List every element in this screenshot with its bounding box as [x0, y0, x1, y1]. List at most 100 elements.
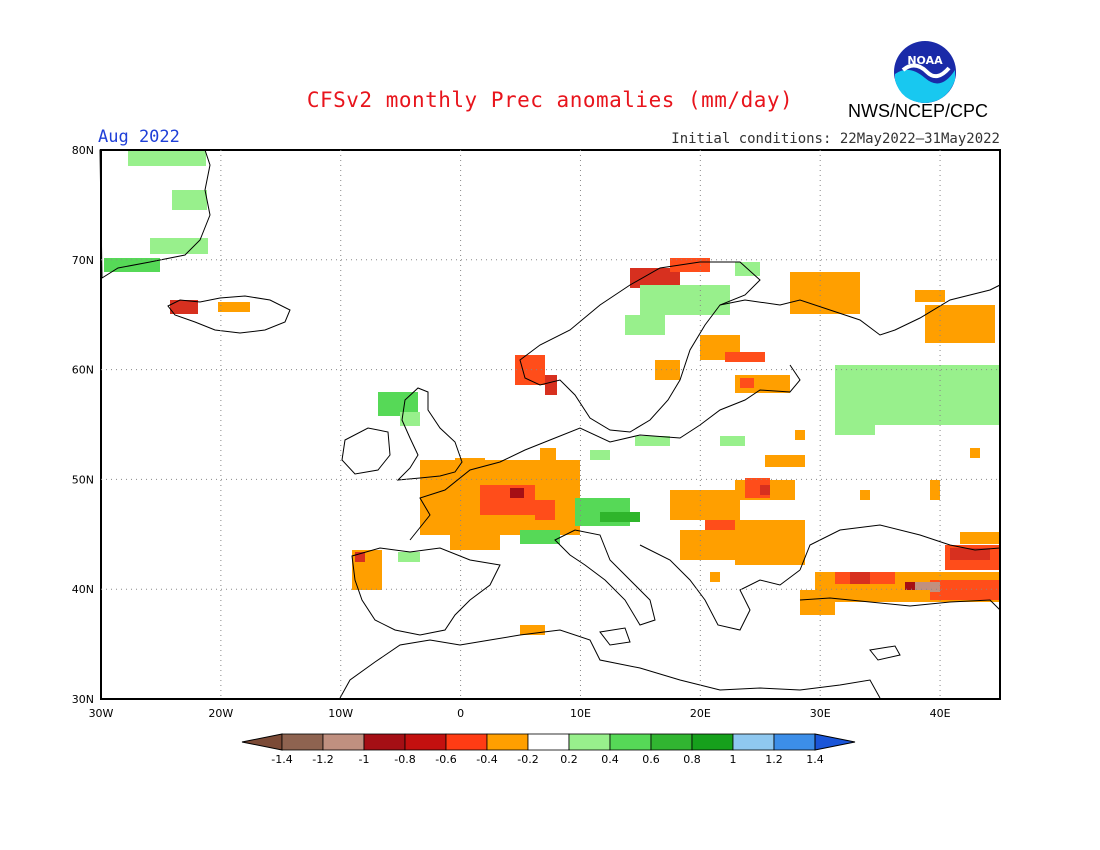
legend-color-box [486, 733, 529, 751]
legend-color-box [609, 733, 652, 751]
land-outlines [99, 149, 1001, 699]
anomaly-cell [150, 238, 208, 254]
anomaly-cell [600, 512, 640, 522]
anomaly-cell [860, 490, 870, 500]
cyprus-coast [869, 645, 901, 661]
italy-coast [554, 529, 656, 626]
anomaly-cell [172, 190, 207, 210]
anomaly-cell [680, 530, 740, 560]
lon-tick-label: 40E [930, 707, 951, 720]
lat-tick-label: 80N [72, 144, 94, 157]
turkey-coast [799, 597, 1001, 611]
anomaly-cell [355, 552, 365, 562]
anomaly-cell [930, 480, 940, 500]
anomaly-cell [720, 436, 745, 446]
anomaly-cell [850, 572, 870, 584]
legend-color-box [363, 733, 406, 751]
anomaly-cell [915, 290, 945, 302]
anomaly-cell [510, 488, 524, 498]
scandinavia-coast [519, 261, 761, 433]
anomaly-cell [520, 625, 545, 635]
greenland-coast [99, 149, 211, 279]
anomaly-cell [545, 375, 557, 395]
anomaly-cell [760, 485, 770, 495]
anomaly-cell [218, 302, 250, 312]
anomaly-cell [520, 530, 560, 544]
lon-tick-label: 20W [208, 707, 233, 720]
legend-color-boxes [241, 733, 856, 751]
balkans-coast [639, 544, 801, 631]
anomaly-cell [625, 315, 665, 335]
finland-coast [719, 284, 1001, 336]
anomaly-cell [915, 582, 940, 592]
legend-color-box [404, 733, 447, 751]
anomaly-cell [740, 378, 754, 388]
legend-tick-label: 1 [730, 753, 737, 766]
legend-tick-label: 0.8 [683, 753, 701, 766]
anomaly-cell [480, 485, 535, 515]
anomaly-cell [790, 272, 860, 314]
anomaly-cell [170, 300, 198, 314]
latitude-labels: 30N 40N 50N 60N 70N 80N [72, 144, 94, 706]
legend-tick-label: 0.6 [642, 753, 660, 766]
anomaly-cell [450, 535, 500, 550]
legend-color-box [650, 733, 693, 751]
legend-color-box [527, 733, 570, 751]
anomaly-cell [725, 352, 765, 362]
legend-arrow-left [241, 733, 283, 751]
lon-tick-label: 30W [89, 707, 114, 720]
lat-tick-label: 70N [72, 254, 94, 267]
lon-tick-label: 0 [457, 707, 464, 720]
legend-color-box [773, 733, 816, 751]
legend-tick-label: 1.4 [806, 753, 824, 766]
legend-color-box [691, 733, 734, 751]
legend-tick-label: -1.2 [312, 753, 333, 766]
legend-tick-label: -0.4 [476, 753, 497, 766]
map-title: CFSv2 monthly Prec anomalies (mm/day) [306, 88, 794, 112]
legend-tick-label: -0.6 [435, 753, 456, 766]
ireland-coast [341, 427, 391, 475]
lon-tick-label: 30E [810, 707, 831, 720]
continent-coast [409, 364, 801, 541]
legend-tick-label: -1.4 [271, 753, 292, 766]
anomaly-cell [128, 150, 206, 166]
anomaly-cell [970, 448, 980, 458]
anomaly-cell [670, 490, 740, 520]
anomaly-cell [535, 500, 555, 520]
anomaly-cell [705, 520, 735, 532]
anomaly-cell [930, 580, 1000, 600]
legend-tick-label: 0.4 [601, 753, 619, 766]
lon-tick-label: 10W [328, 707, 353, 720]
legend-color-box [322, 733, 365, 751]
anomaly-cell [655, 360, 680, 380]
anomaly-cell [795, 430, 805, 440]
anomaly-cell [890, 590, 930, 602]
anomaly-cell [925, 305, 995, 343]
anomaly-cell [710, 572, 720, 582]
legend-color-box [281, 733, 324, 751]
legend-tick-label: -1 [359, 753, 370, 766]
anomaly-cell [398, 552, 420, 562]
forecast-period: Aug 2022 [98, 127, 180, 147]
anomaly-cell [950, 548, 990, 560]
anomaly-cell [640, 285, 730, 315]
anomaly-cell [960, 532, 1000, 544]
anomaly-cell [590, 450, 610, 460]
sicily-coast [599, 627, 631, 646]
legend-arrow-right [814, 733, 856, 751]
legend-tick-label: 0.2 [560, 753, 578, 766]
noaa-logo: NOAA [893, 40, 957, 104]
anomaly-cell [835, 400, 875, 435]
noaa-logo-text: NOAA [907, 54, 943, 67]
legend-tick-label: -0.8 [394, 753, 415, 766]
legend-tick-labels: -1.4 -1.2 -1 -0.8 -0.6 -0.4 -0.2 0.2 0.4 0.6 0.8 1 1… [271, 753, 823, 766]
lon-tick-label: 10E [570, 707, 591, 720]
lat-tick-label: 60N [72, 364, 94, 377]
lat-tick-label: 50N [72, 473, 94, 486]
legend-tick-label: -0.2 [517, 753, 538, 766]
iberia-coast [351, 547, 501, 636]
longitude-labels: 30W 20W 10W 0 10E 20E 30E 40E [89, 707, 951, 720]
anomaly-cell [735, 520, 805, 565]
anomaly-cell [400, 412, 420, 426]
lat-tick-label: 30N [72, 693, 94, 706]
